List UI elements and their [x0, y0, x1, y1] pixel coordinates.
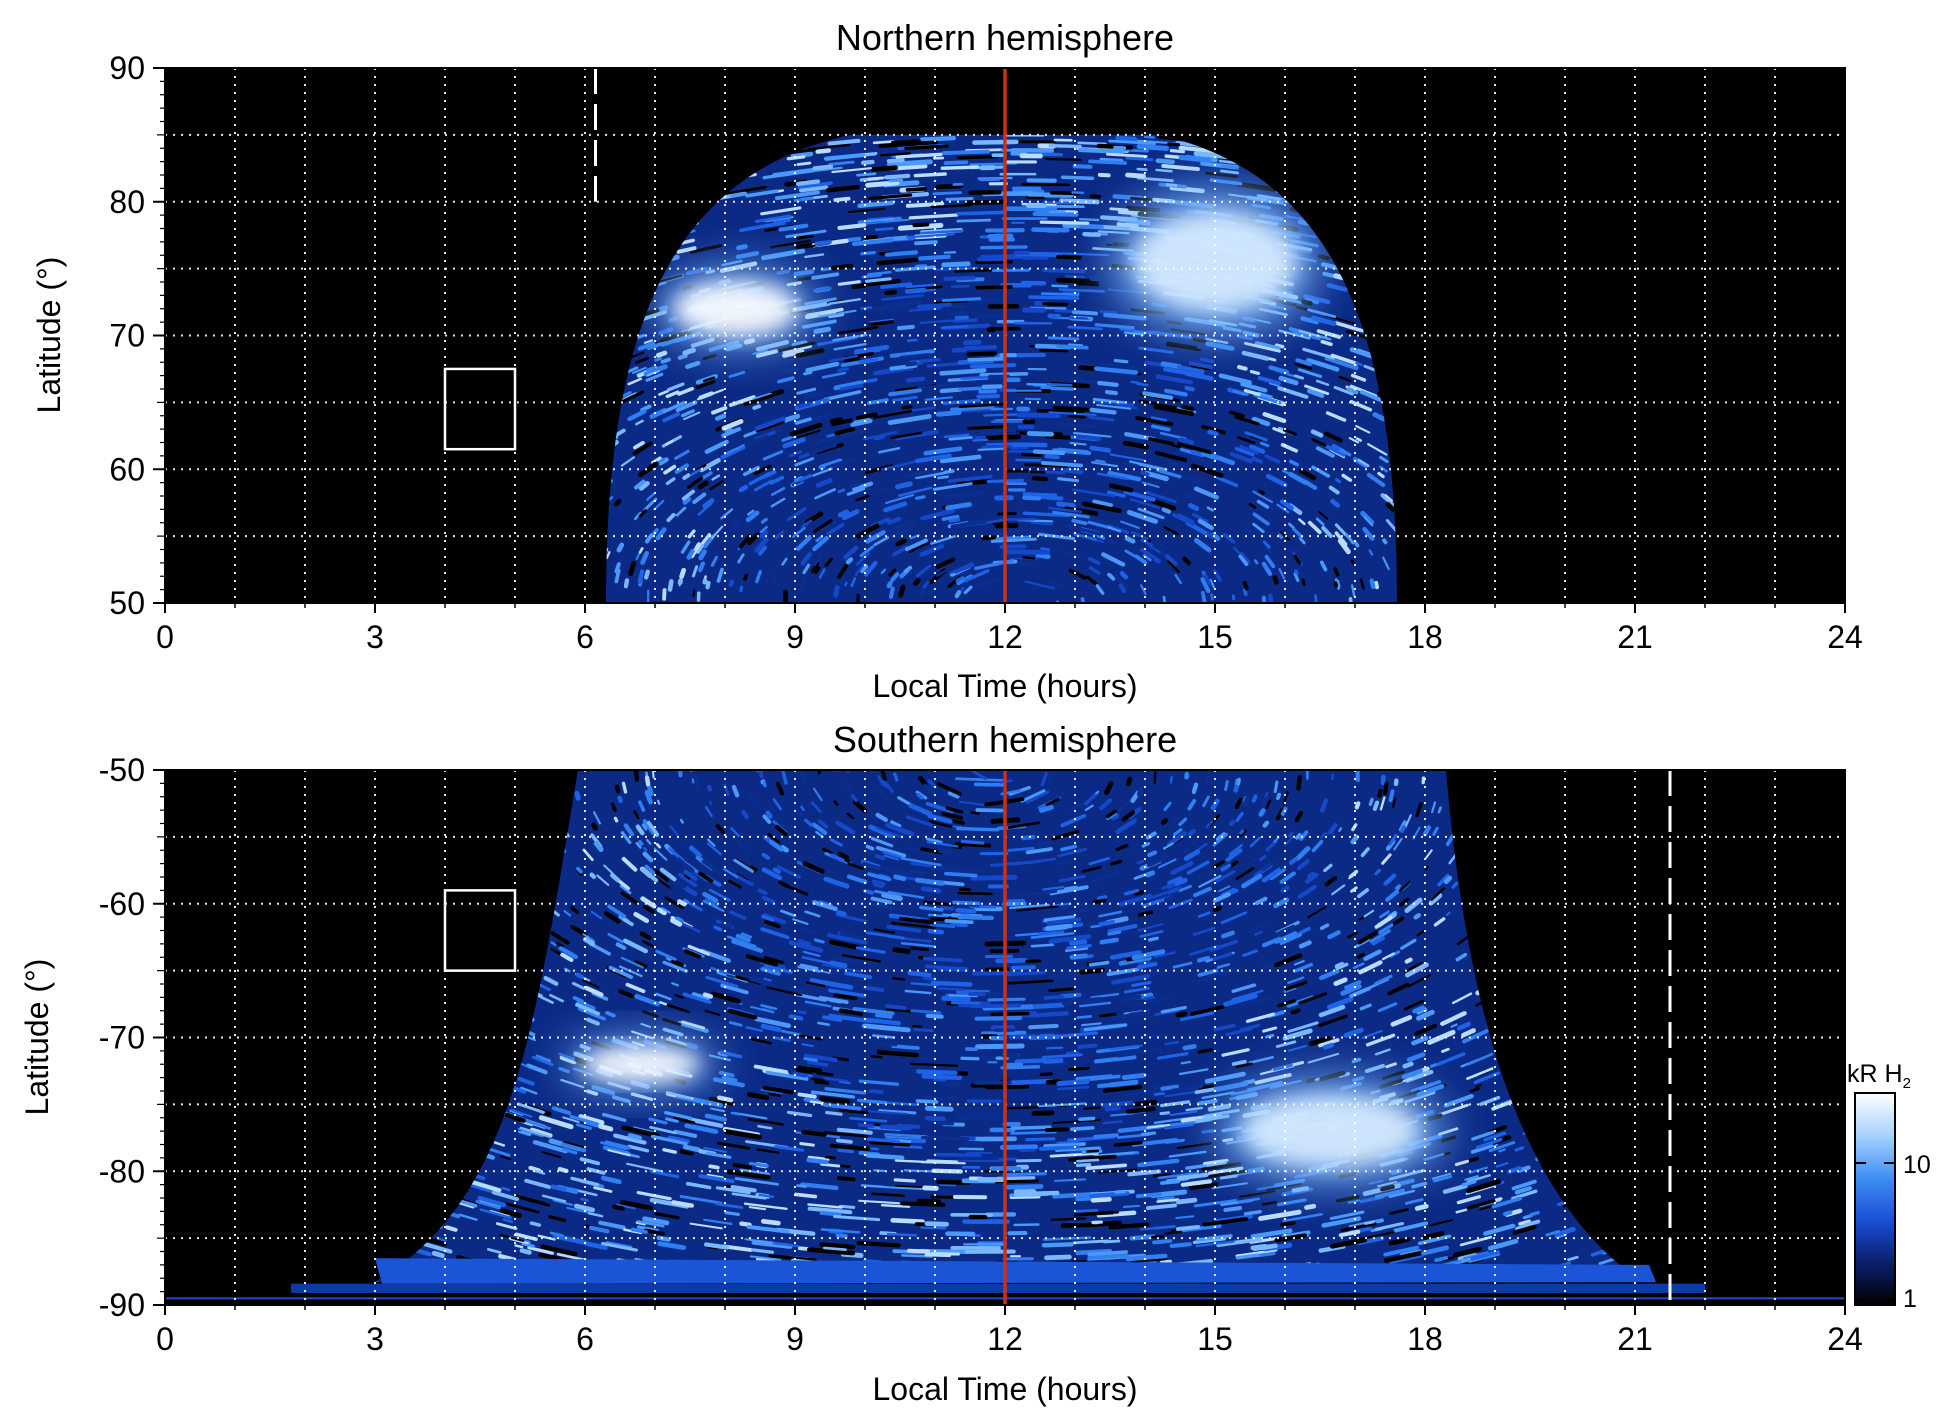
colorbar-gradient — [1854, 1092, 1896, 1306]
colorbar-tick-label: 10 — [1903, 1151, 1931, 1179]
x-tick-label: 3 — [366, 1321, 384, 1357]
y-tick-label: 80 — [109, 184, 145, 220]
x-tick-label: 15 — [1197, 1321, 1233, 1357]
x-tick-label: 6 — [576, 619, 594, 655]
bright-auroral-region — [1215, 1077, 1446, 1185]
colorbar: kR H2 10 1 — [1847, 1060, 1931, 1313]
axes: 0 3 6 9 12 15 18 21 24 50 60 70 80 90 — [109, 50, 1862, 655]
x-axis-label: Local Time (hours) — [873, 668, 1138, 704]
y-tick-label: -60 — [99, 886, 145, 922]
colorbar-title-text: kR H — [1847, 1060, 1903, 1088]
x-tick-label: 24 — [1827, 1321, 1863, 1357]
x-tick-label: 6 — [576, 1321, 594, 1357]
y-axis-label: Latitude (°) — [19, 959, 55, 1116]
panel-title: Northern hemisphere — [836, 17, 1174, 58]
x-tick-label: 0 — [156, 619, 174, 655]
reference-box — [443, 367, 517, 451]
y-tick-label: 90 — [109, 50, 145, 86]
x-tick-label: 0 — [156, 1321, 174, 1357]
x-tick-label: 15 — [1197, 619, 1233, 655]
x-tick-label: 12 — [987, 619, 1023, 655]
reference-box — [443, 889, 517, 972]
panel-title: Southern hemisphere — [833, 719, 1177, 760]
x-tick-label: 18 — [1407, 1321, 1443, 1357]
x-tick-label: 12 — [987, 1321, 1023, 1357]
x-axis-label: Local Time (hours) — [873, 1371, 1138, 1407]
y-tick-label: -90 — [99, 1287, 145, 1323]
y-tick-label: -50 — [99, 752, 145, 788]
y-tick-label: -80 — [99, 1153, 145, 1189]
southern-hemisphere-panel: Southern hemisphere 0 3 6 9 12 15 18 21 24 -50 -60… — [19, 719, 1863, 1407]
colorbar-tick-label: 1 — [1903, 1285, 1917, 1313]
colorbar-ticks — [1855, 1162, 1895, 1301]
bright-auroral-region — [564, 1037, 718, 1091]
y-tick-label: -70 — [99, 1020, 145, 1056]
y-tick-label: 60 — [109, 451, 145, 487]
x-tick-label: 9 — [786, 1321, 804, 1357]
x-tick-label: 18 — [1407, 619, 1443, 655]
x-tick-label: 9 — [786, 619, 804, 655]
x-tick-label: 21 — [1617, 619, 1653, 655]
colorbar-title-subscript: 2 — [1903, 1075, 1911, 1092]
bright-auroral-region — [655, 268, 816, 349]
x-tick-label: 21 — [1617, 1321, 1653, 1357]
northern-hemisphere-panel: Northern hemisphere 0 3 6 9 12 15 18 21 24 50 60 70… — [31, 17, 1863, 704]
colorbar-title: kR H2 — [1847, 1060, 1911, 1092]
axes: 0 3 6 9 12 15 18 21 24 -50 -60 -70 -80 -90 — [99, 752, 1863, 1357]
y-tick-label: 50 — [109, 585, 145, 621]
y-tick-label: 70 — [109, 318, 145, 354]
x-tick-label: 3 — [366, 619, 384, 655]
y-axis-label: Latitude (°) — [31, 257, 67, 414]
x-tick-label: 24 — [1827, 619, 1863, 655]
